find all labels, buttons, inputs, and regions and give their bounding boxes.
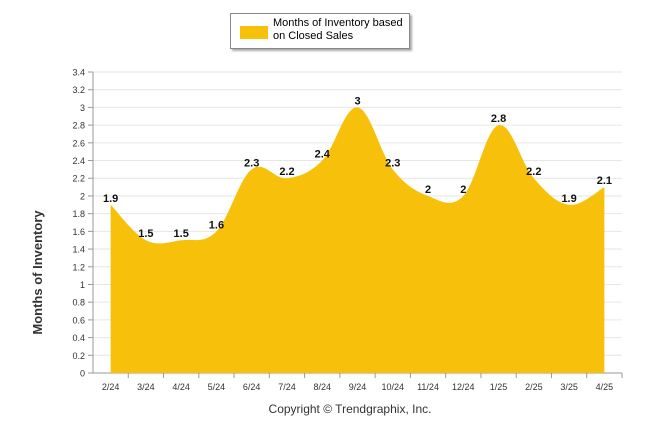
data-label: 2.8 [491, 113, 506, 125]
y-tick-label: 0.6 [72, 315, 85, 325]
x-tick-label: 3/25 [560, 382, 578, 392]
data-label: 2.1 [597, 175, 612, 187]
y-tick-label: 1.8 [72, 209, 85, 219]
y-tick-label: 0.2 [72, 351, 85, 361]
x-tick-label: 12/24 [452, 382, 475, 392]
data-label: 1.5 [138, 228, 153, 240]
y-axis-title: Months of Inventory [30, 210, 45, 335]
x-tick-label: 11/24 [417, 382, 439, 392]
x-tick-label: 3/24 [137, 382, 155, 392]
data-label: 1.6 [209, 219, 224, 231]
y-tick-label: 1.6 [72, 227, 85, 237]
x-tick-label: 9/24 [349, 382, 367, 392]
legend-label: Months of Inventory based on Closed Sale… [273, 17, 403, 42]
y-tick-label: 1.2 [72, 262, 85, 272]
y-tick-label: 0 [80, 369, 85, 379]
series-area [110, 107, 605, 373]
data-label: 1.9 [561, 193, 576, 205]
x-tick-label: 1/25 [490, 382, 508, 392]
y-tick-label: 3.4 [72, 68, 85, 78]
y-tick-label: 2 [80, 191, 85, 201]
x-tick-label: 4/25 [596, 382, 614, 392]
x-tick-label: 6/24 [243, 382, 261, 392]
data-label: 1.9 [103, 193, 118, 205]
x-tick-label: 2/25 [525, 382, 543, 392]
data-label: 1.5 [174, 228, 189, 240]
y-tick-label: 2.6 [72, 138, 85, 148]
data-label: 2 [460, 184, 466, 196]
x-tick-label: 5/24 [208, 382, 226, 392]
y-tick-label: 1 [80, 280, 85, 290]
data-label: 2 [425, 184, 431, 196]
x-tick-label: 7/24 [278, 382, 296, 392]
data-label: 2.3 [244, 157, 259, 169]
y-tick-label: 0.4 [72, 333, 85, 343]
y-tick-label: 3.2 [72, 85, 85, 95]
x-tick-label: 10/24 [382, 382, 405, 392]
y-tick-label: 0.8 [72, 298, 85, 308]
data-label: 2.2 [279, 166, 294, 178]
y-tick-label: 3 [80, 103, 85, 113]
data-label: 2.4 [315, 149, 331, 161]
y-tick-label: 1.4 [72, 245, 85, 255]
data-label: 2.2 [526, 166, 541, 178]
x-tick-label: 2/24 [102, 382, 120, 392]
copyright-text: Copyright © Trendgraphix, Inc. [268, 402, 432, 416]
legend-swatch [240, 26, 268, 39]
y-tick-label: 2.2 [72, 174, 85, 184]
chart-legend: Months of Inventory based on Closed Sale… [230, 13, 410, 49]
y-tick-label: 2.4 [72, 156, 85, 166]
y-tick-label: 2.8 [72, 121, 85, 131]
data-label: 2.3 [385, 157, 400, 169]
x-tick-label: 4/24 [172, 382, 190, 392]
data-label: 3 [354, 95, 360, 107]
x-tick-label: 8/24 [313, 382, 331, 392]
